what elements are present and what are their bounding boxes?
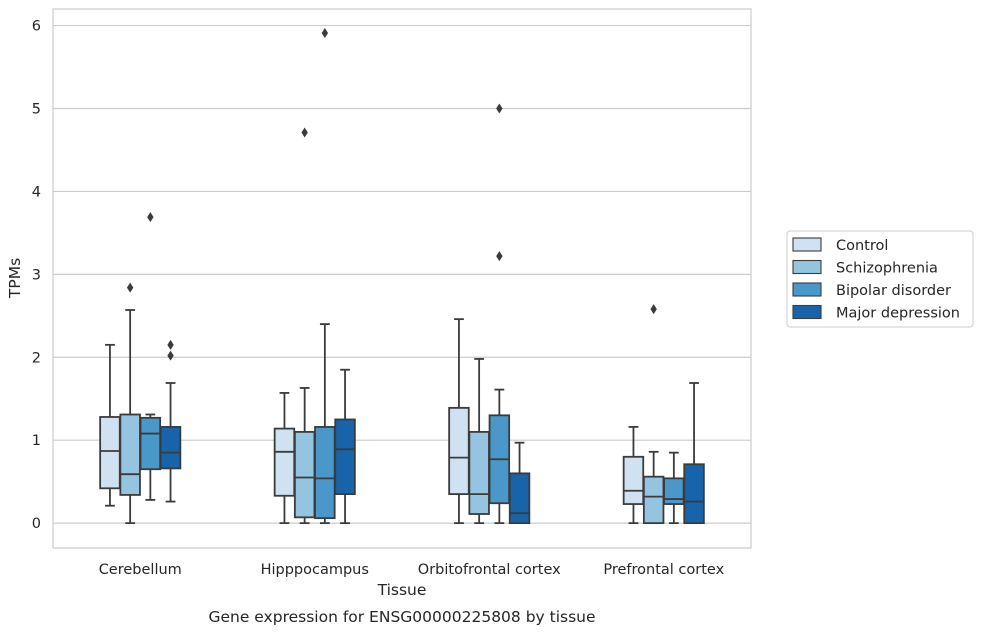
iqr-box: [119, 413, 141, 496]
legend-swatch-0: [792, 237, 822, 252]
legend-label-0: Control: [836, 238, 888, 254]
iqr-box: [314, 426, 336, 520]
y-tick-label-3: 3: [32, 267, 41, 283]
y-tick-label-1: 1: [32, 433, 41, 449]
iqr-box: [448, 406, 470, 495]
box-1-0: [119, 282, 141, 525]
outlier-point-0: [321, 28, 329, 39]
legend-label-3: Major depression: [836, 306, 960, 322]
x-tick-label-0: Cerebellum: [99, 562, 182, 578]
x-tick-label-1: Hipppocampus: [261, 562, 369, 578]
box-0-0: [99, 343, 121, 507]
outlier-point-0: [126, 282, 134, 293]
legend-swatch-2: [792, 282, 822, 297]
x-axis-label: Tissue: [377, 581, 427, 599]
iqr-box: [663, 477, 685, 505]
y-tick-label-5: 5: [32, 102, 41, 118]
box-2-2: [488, 103, 511, 525]
box-0-3: [622, 426, 645, 525]
outlier-point-0: [301, 127, 308, 138]
legend-label-2: Bipolar disorder: [836, 283, 951, 299]
box-1-3: [642, 304, 665, 525]
x-tick-label-2: Orbitofrontal cortex: [418, 562, 561, 578]
box-3-3: [683, 382, 705, 525]
y-tick-label-2: 2: [32, 350, 41, 366]
outlier-point-1: [167, 339, 174, 350]
outlier-point-0: [147, 212, 154, 223]
outlier-point-1: [496, 103, 503, 114]
iqr-box: [139, 416, 162, 471]
y-tick-labels: 0 1 2 3 4 5 6: [32, 19, 41, 533]
y-tick-label-4: 4: [32, 184, 41, 200]
y-axis-label: TPMs: [6, 258, 24, 299]
box-0-2: [448, 318, 470, 525]
iqr-box: [293, 431, 316, 519]
iqr-box: [622, 455, 645, 505]
y-tick-label-0: 0: [32, 516, 41, 532]
y-tick-label-6: 6: [32, 19, 41, 35]
x-tick-label-3: Prefrontal cortex: [603, 562, 724, 578]
legend-label-1: Schizophrenia: [836, 261, 938, 277]
box-2-3: [663, 451, 685, 525]
iqr-box: [159, 426, 182, 470]
iqr-box: [334, 418, 356, 496]
box-3-2: [508, 441, 531, 525]
box-3-0: [159, 339, 182, 503]
chart-caption: Gene expression for ENSG00000225808 by t…: [208, 608, 595, 626]
iqr-box: [99, 416, 121, 490]
box-2-0: [139, 212, 162, 501]
legend-swatch-1: [792, 259, 822, 275]
box-0-1: [273, 392, 296, 525]
boxes-layer: [99, 28, 705, 525]
legend-frame: [786, 230, 974, 328]
outlier-point-0: [496, 251, 503, 262]
box-1-2: [468, 358, 490, 525]
box-1-1: [293, 127, 316, 525]
iqr-box: [508, 472, 531, 525]
outlier-point-0: [167, 350, 174, 361]
outlier-point-0: [650, 304, 657, 315]
x-tick-labels: Cerebellum Hipppocampus Orbitofrontal cort…: [99, 562, 725, 578]
legend: Control Schizophrenia Bipolar disorder Majo…: [786, 230, 974, 328]
iqr-box: [273, 427, 296, 497]
legend-swatch-3: [792, 304, 822, 320]
plot-frame: [52, 8, 752, 549]
box-2-1: [314, 28, 336, 525]
box-3-1: [334, 368, 356, 525]
iqr-box: [642, 475, 665, 525]
iqr-box: [468, 431, 490, 515]
iqr-box: [683, 463, 705, 525]
